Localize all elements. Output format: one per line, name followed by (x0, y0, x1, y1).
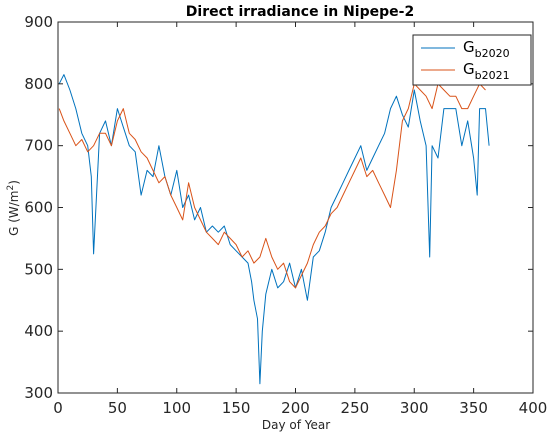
y-tick-label: 800 (24, 75, 53, 93)
x-tick-label: 200 (281, 399, 310, 417)
y-tick-label: 400 (24, 322, 53, 340)
x-tick-label: 400 (519, 399, 548, 417)
y-axis-label-main: G (W/m (7, 191, 21, 236)
x-tick-label: 250 (341, 399, 370, 417)
chart-title: Direct irradiance in Nipepe-2 (186, 4, 414, 20)
x-axis-label: Day of Year (262, 418, 330, 432)
x-tick-label: 350 (459, 399, 488, 417)
y-axis-label-close: ) (7, 180, 21, 185)
legend-box (412, 34, 532, 86)
y-tick-label: 300 (24, 384, 53, 402)
y-tick-label: 900 (24, 13, 53, 31)
x-tick-label: 50 (108, 399, 127, 417)
x-tick-label: 0 (53, 399, 63, 417)
y-axis-label: G (W/m2) (6, 180, 21, 236)
x-tick-label: 100 (162, 399, 191, 417)
legend-label-2021-sub: b2021 (475, 69, 510, 82)
legend: Gb2020 Gb2021 (412, 34, 532, 86)
tick-layer: 0 50 100 150 200 250 300 350 400 300 400 500 600 700 8… (24, 13, 547, 417)
x-tick-label: 300 (400, 399, 429, 417)
y-tick-label: 500 (24, 260, 53, 278)
series-line-b2020 (58, 74, 490, 385)
y-tick-label: 700 (24, 137, 53, 155)
y-tick-label: 600 (24, 199, 53, 217)
legend-label-2021-main: G (463, 60, 475, 78)
x-tick-label: 150 (222, 399, 251, 417)
legend-label-2020-main: G (463, 38, 475, 56)
legend-label-2020-sub: b2020 (475, 47, 510, 60)
legend-label-2020: Gb2020 (463, 38, 510, 60)
y-axis-label-sup: 2 (6, 185, 16, 191)
legend-label-2021: Gb2021 (463, 60, 510, 82)
